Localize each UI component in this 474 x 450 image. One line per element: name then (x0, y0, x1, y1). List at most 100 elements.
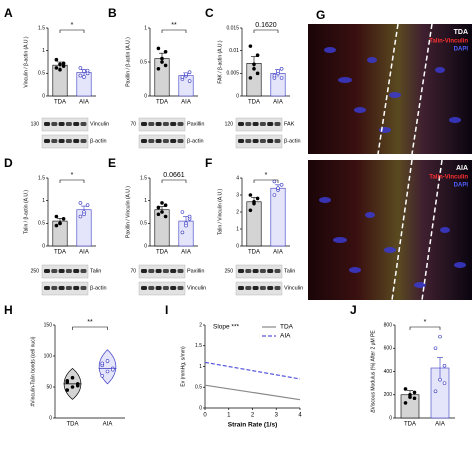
data-point (70, 375, 75, 380)
x-tick-label: AIA (181, 250, 191, 256)
x-tick-label: 3 (275, 413, 279, 419)
y-tick-label: 0 (42, 243, 45, 249)
data-point (100, 361, 105, 366)
blot-band (44, 286, 50, 290)
data-point (442, 381, 447, 385)
fit-line (204, 384, 301, 401)
blot-strip (235, 134, 283, 149)
data-point (187, 214, 192, 219)
significance-label: 0.1620 (255, 22, 277, 29)
significance-bracket (59, 179, 85, 183)
x-tick-label: TDA (54, 100, 66, 106)
blot-band (44, 139, 50, 143)
blot-band (162, 122, 169, 126)
data-point (180, 75, 185, 79)
significance-bracket (409, 326, 441, 330)
data-point (163, 63, 168, 68)
bar (154, 58, 170, 97)
panel-letter: E (108, 156, 116, 170)
size-marker: 250 (225, 268, 234, 274)
significance-label: * (71, 172, 74, 179)
blot-band (80, 122, 87, 126)
y-tick-label: 0 (144, 93, 147, 99)
blot-strip (235, 264, 283, 279)
x-tick-label: TDA (67, 422, 79, 428)
data-point (54, 223, 59, 228)
y-tick-label: 600 (384, 346, 393, 352)
blot-band (259, 286, 266, 290)
y-tick-label: 1 (42, 48, 45, 54)
x-tick-label: TDA (156, 100, 168, 106)
y-tick-label: 1 (42, 198, 45, 204)
blot-band (155, 122, 162, 126)
y-tick-label: 1 (144, 25, 147, 31)
blot-band (155, 139, 162, 143)
data-point (184, 72, 188, 77)
blot-band (170, 139, 177, 143)
panel-letter: J (350, 303, 357, 317)
data-point (163, 203, 168, 207)
data-point (276, 69, 280, 73)
panel-letter: D (4, 156, 13, 170)
y-tick-label: 0 (42, 93, 45, 99)
blot-band (162, 269, 169, 273)
blot-band (245, 122, 252, 126)
y-tick-label: 0.5 (38, 71, 45, 77)
blot-label: β-actin (90, 138, 107, 144)
data-point (255, 196, 260, 201)
data-point (187, 70, 192, 74)
size-marker: 120 (225, 121, 234, 127)
blot-band (252, 139, 259, 143)
blot-band (274, 122, 281, 126)
blot-band (141, 122, 147, 126)
data-point (403, 401, 408, 405)
blot-band (148, 286, 155, 290)
data-point (248, 208, 253, 213)
data-point (279, 183, 284, 187)
blot-label: Talin (90, 268, 101, 274)
data-point (433, 346, 438, 351)
data-point (255, 71, 260, 76)
blot-band (73, 139, 80, 143)
y-tick-label: 1 (236, 226, 239, 232)
blot-label: Paxillin (187, 268, 204, 274)
fit-line (204, 361, 301, 380)
data-point (82, 69, 86, 73)
data-point (78, 201, 83, 205)
data-point (187, 79, 192, 83)
y-tick-label: 0.5 (140, 59, 147, 65)
blot-band (238, 269, 244, 273)
data-point (54, 57, 59, 62)
blot-band (51, 286, 58, 290)
x-tick-label: TDA (248, 100, 260, 106)
data-point (54, 214, 59, 219)
data-point (54, 66, 59, 70)
data-point (276, 186, 280, 190)
x-tick-label: AIA (273, 100, 283, 106)
y-axis-label: Talin / Vinculin (A.U.) (217, 189, 223, 236)
blot-band (65, 122, 72, 126)
y-tick-label: 2 (236, 209, 239, 215)
blot-band (170, 286, 177, 290)
data-point (156, 212, 161, 217)
blot-band (58, 269, 65, 273)
significance-label: * (265, 172, 268, 179)
blot-band (177, 122, 184, 126)
blot-label: Vinculin (284, 285, 303, 291)
significance-bracket (59, 29, 85, 33)
blot-band (162, 139, 169, 143)
x-tick-label: 4 (298, 413, 302, 419)
significance-label: ** (171, 22, 177, 29)
data-point (70, 385, 75, 389)
blot-band (141, 286, 147, 290)
data-point (105, 359, 110, 363)
y-tick-label: 50 (46, 384, 52, 390)
size-marker: 70 (130, 268, 136, 274)
y-axis-label: Vinculin / β-actin (A.U.) (23, 36, 29, 87)
data-point (272, 179, 277, 184)
significance-bracket (72, 326, 108, 330)
panel-letter: C (205, 6, 214, 20)
y-tick-label: 1 (199, 364, 202, 370)
blot-strip (41, 117, 89, 132)
blot-band (73, 286, 80, 290)
